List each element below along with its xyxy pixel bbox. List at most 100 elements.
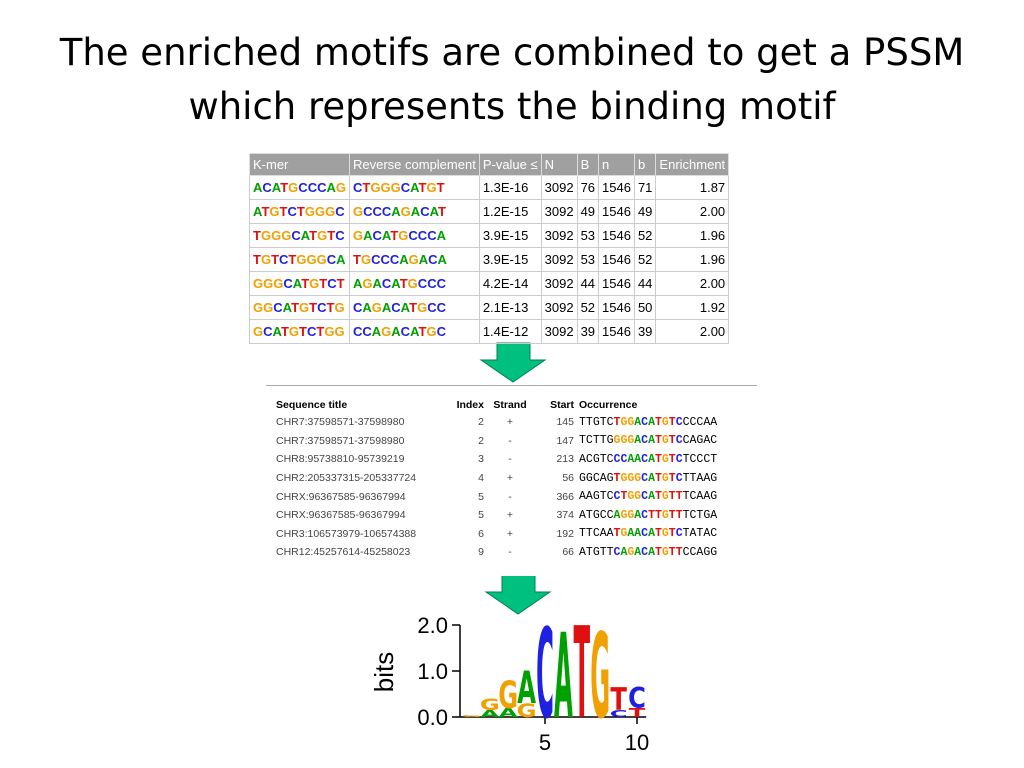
table-cell: 66 <box>562 546 574 559</box>
logo-letter: G <box>480 695 500 713</box>
column-header: Start <box>550 398 574 411</box>
table-row: CHR12:45257614-45258023 9 - 66 ATGTTCAGACATG… <box>276 543 722 562</box>
column-header: n <box>598 153 635 176</box>
table-row: ACATGCCCAG CTGGGCATGT 1.3E-16 3092 76 1546 71 1… <box>249 175 730 200</box>
logo-letter: G <box>590 609 610 745</box>
table-cell: - <box>508 453 512 466</box>
table-cell: 4 <box>478 472 484 485</box>
table-cell: + <box>506 527 514 540</box>
table-cell: 50 <box>633 295 657 320</box>
table-cell: TCTTGGGGACATGTCCAGAC <box>579 434 718 448</box>
column-header: Enrichment <box>655 153 730 176</box>
table-cell: 1.92 <box>655 295 730 320</box>
table-cell: - <box>508 546 512 559</box>
table-cell: 1.4E-12 <box>478 319 542 344</box>
table-cell: CHR7:37598571-37598980 <box>276 416 405 429</box>
table-cell: 76 <box>576 175 600 200</box>
logo-letter: T <box>610 681 627 718</box>
column-header: P-value ≤ <box>478 153 542 176</box>
table-cell: GGGCATGTCT <box>249 271 350 296</box>
table-cell: ATGTTCAGACATGTTCCAGG <box>579 545 718 559</box>
table-cell: 6 <box>478 527 484 540</box>
table-cell: 366 <box>556 490 574 503</box>
table-row: GCATGTCTGG CCAGACATGC 1.4E-12 3092 39 1546 39 2… <box>249 319 730 344</box>
table-cell: 44 <box>576 271 600 296</box>
occurrence-table: Sequence title Index Strand Start Occurrence… <box>276 396 722 562</box>
table-cell: + <box>506 416 514 429</box>
y-tick-label: 0.0 <box>417 705 448 730</box>
table-cell: CHR12:45257614-45258023 <box>276 546 411 559</box>
table-cell: 1546 <box>598 223 635 248</box>
table-cell: TGCCCAGACA <box>348 247 480 272</box>
table-row: GGGCATGTCT AGACATGCCC 4.2E-14 3092 44 1546 44 2… <box>249 271 730 296</box>
logo-letter: A <box>499 705 518 720</box>
table-cell: 9 <box>478 546 484 559</box>
logo-letter: T <box>629 705 647 720</box>
table-cell: 3092 <box>540 295 578 320</box>
table-cell: CHRX:96367585-96367994 <box>276 490 406 503</box>
y-axis-label: bits <box>369 652 399 692</box>
table-cell: AAGTCCTGGCATGTTTCAAG <box>579 490 718 504</box>
column-header: K-mer <box>249 153 350 176</box>
table-cell: CHR8:95738810-95739219 <box>276 453 405 466</box>
table-cell: ATGTCTGGGC <box>249 199 350 224</box>
table-cell: 1.96 <box>655 223 730 248</box>
logo-letter: G <box>498 674 518 717</box>
column-header: Index <box>456 398 484 411</box>
table-cell: 1546 <box>598 199 635 224</box>
table-cell: GGCATGTCTG <box>249 295 350 320</box>
table-cell: CCAGACATGC <box>348 319 480 344</box>
logo-letter: G <box>517 700 537 722</box>
table-row: TGTCTGGGCA TGCCCAGACA 3.9E-15 3092 53 1546 52 1… <box>249 247 730 272</box>
table-cell: - <box>508 490 512 503</box>
table-cell: 2.00 <box>655 199 730 224</box>
table-cell: 52 <box>633 247 657 272</box>
table-cell: 2.00 <box>655 271 730 296</box>
table-cell: 147 <box>556 434 574 447</box>
column-header: Sequence title <box>276 398 348 411</box>
table-cell: 3092 <box>540 271 578 296</box>
table-cell: GCATGTCTGG <box>249 319 350 344</box>
table-cell: 5 <box>478 490 484 503</box>
table-cell: 1546 <box>598 175 635 200</box>
table-cell: 4.2E-14 <box>478 271 542 296</box>
table-cell: 145 <box>556 416 574 429</box>
table-cell: CHRX:96367585-96367994 <box>276 509 406 522</box>
table-cell: 44 <box>633 271 657 296</box>
table-row: CHR8:95738810-95739219 3 - 213 ACGTCCCAACATG… <box>276 450 722 469</box>
arrow <box>479 342 547 383</box>
table-cell: + <box>506 509 514 522</box>
table-cell: 1546 <box>598 247 635 272</box>
table-cell: TTCAATGAACATGTCTATAC <box>579 527 718 541</box>
table-cell: CHR7:37598571-37598980 <box>276 434 405 447</box>
table-cell: GCCCAGACAT <box>348 199 480 224</box>
table-row: CHR3:106573979-106574388 6 +192 TTCAATGAACA… <box>276 525 722 544</box>
table-cell: 2 <box>478 416 484 429</box>
table-cell: 1546 <box>598 295 635 320</box>
table-cell: 1.96 <box>655 247 730 272</box>
table-cell: 53 <box>576 247 600 272</box>
table-cell: 52 <box>633 223 657 248</box>
x-tick-label: 5 <box>539 730 551 755</box>
table-cell: ATGCCAGGACTTGTTTCTGA <box>579 508 718 522</box>
column-header: Occurrence <box>579 398 638 411</box>
logo-letter: C <box>628 683 646 715</box>
logo-letter: A <box>517 664 536 715</box>
table-cell: CAGACATGCC <box>348 295 480 320</box>
table-cell: 3092 <box>540 175 578 200</box>
table-cell: 1.87 <box>655 175 730 200</box>
table-cell: 213 <box>556 453 574 466</box>
logo-letter: A <box>554 609 573 745</box>
column-header: b <box>633 153 657 176</box>
table-cell: 49 <box>576 199 600 224</box>
table-cell: 1546 <box>598 271 635 296</box>
table-cell: TGGGCATGTC <box>249 223 350 248</box>
table-cell: TTGTCTGGACATGTCCCCAA <box>579 415 718 429</box>
table-row: CHR7:37598571-37598980 2 - 147 TCTTGGGGACATG… <box>276 432 722 451</box>
occurrence-panel: Sequence title Index Strand Start Occurrence… <box>266 385 757 576</box>
table-cell: CHR2:205337315-205337724 <box>276 472 417 485</box>
table-cell: AGACATGCCC <box>348 271 480 296</box>
column-header: N <box>540 153 578 176</box>
table-cell: GACATGCCCA <box>348 223 480 248</box>
table-cell: 3092 <box>540 247 578 272</box>
